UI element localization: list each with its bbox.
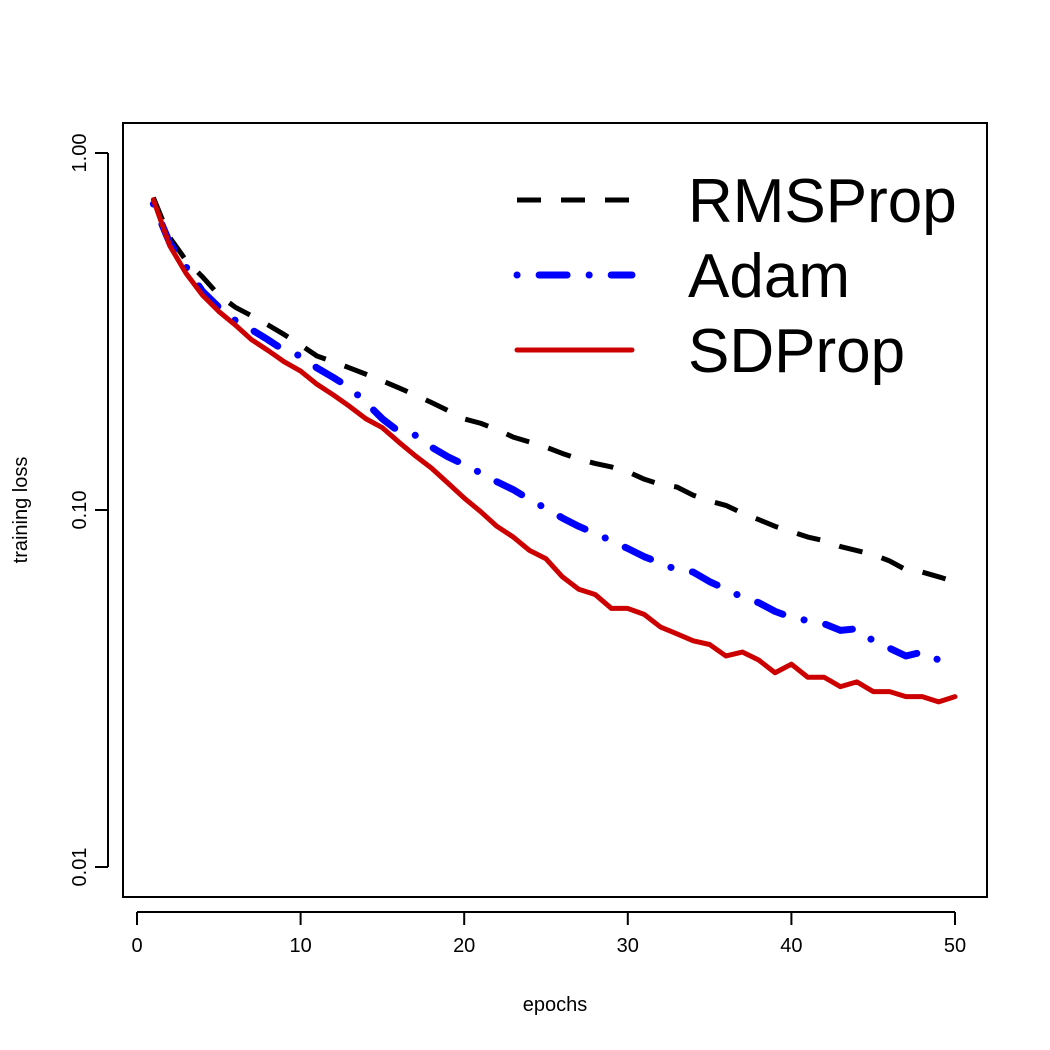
y-axis-label: training loss: [10, 457, 32, 564]
plot-frame: [122, 122, 988, 898]
y-tick-label: 0.10: [69, 491, 91, 530]
series-layer: [149, 196, 959, 705]
series-line-sdprop: [150, 197, 958, 705]
x-tick-label: 40: [780, 935, 802, 957]
x-tick-label: 10: [289, 935, 311, 957]
y-axis: 0.01 0.10 1.00: [69, 134, 109, 887]
x-axis-label: epochs: [523, 994, 588, 1016]
y-tick-label: 1.00: [69, 134, 91, 173]
legend-label-rmsprop: RMSProp: [688, 167, 957, 236]
legend-label-adam: Adam: [688, 242, 850, 311]
x-tick-label: 30: [617, 935, 639, 957]
x-axis: 0 10 20 30 40 50: [131, 911, 966, 957]
x-tick-label: 50: [944, 935, 966, 957]
x-tick-label: 0: [131, 935, 142, 957]
y-tick-label: 0.01: [69, 848, 91, 887]
x-tick-label: 20: [453, 935, 475, 957]
series-line-rmsprop: [151, 196, 956, 585]
legend-label-sdprop: SDProp: [688, 317, 905, 386]
